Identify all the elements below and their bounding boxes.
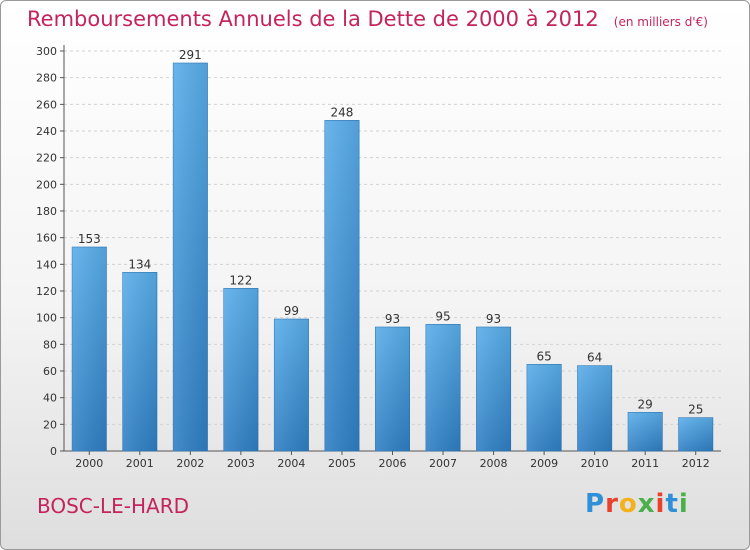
value-label-2012: 25 bbox=[688, 403, 703, 417]
y-tick-label: 120 bbox=[36, 285, 57, 298]
logo-letter: x bbox=[637, 489, 656, 519]
bar-shade-2000 bbox=[72, 247, 107, 451]
logo-letter: i bbox=[655, 489, 666, 519]
value-label-2002: 291 bbox=[179, 48, 202, 62]
value-label-2007: 95 bbox=[435, 309, 450, 323]
x-tick-label-2000: 2000 bbox=[75, 457, 103, 470]
y-tick-label: 20 bbox=[43, 418, 57, 431]
y-tick-label: 140 bbox=[36, 258, 57, 271]
bar-shade-2008 bbox=[476, 327, 511, 451]
y-tick-label: 200 bbox=[36, 178, 57, 191]
bar-shade-2011 bbox=[628, 412, 663, 451]
logo-letter: r bbox=[605, 489, 619, 519]
bar-shade-2012 bbox=[678, 417, 713, 451]
x-tick-label-2012: 2012 bbox=[682, 457, 710, 470]
value-label-2008: 93 bbox=[486, 312, 501, 326]
place-name: BOSC-LE-HARD bbox=[37, 494, 190, 518]
x-tick-label-2001: 2001 bbox=[126, 457, 154, 470]
logo-letter: i bbox=[678, 489, 689, 519]
label-layer: 153 2000 134 2001 291 2002 122 2003 99 2004 248 200… bbox=[75, 48, 709, 470]
value-label-2000: 153 bbox=[78, 232, 101, 246]
bar-shade-2001 bbox=[122, 272, 157, 451]
y-tick-label: 280 bbox=[36, 72, 57, 85]
logo-letter: t bbox=[665, 489, 679, 519]
y-tick-label: 40 bbox=[43, 392, 57, 405]
y-tick-label: 0 bbox=[50, 445, 57, 458]
value-label-2001: 134 bbox=[128, 257, 151, 271]
x-tick-label-2009: 2009 bbox=[530, 457, 558, 470]
value-label-2006: 93 bbox=[385, 312, 400, 326]
y-tick-label: 160 bbox=[36, 232, 57, 245]
value-label-2005: 248 bbox=[331, 105, 354, 119]
y-tick-label: 60 bbox=[43, 365, 57, 378]
value-label-2010: 64 bbox=[587, 351, 602, 365]
chart-subtitle: (en milliers d'€) bbox=[613, 15, 708, 29]
bar-shade-2009 bbox=[526, 364, 562, 451]
logo-letter: o bbox=[618, 489, 638, 519]
x-tick-label-2011: 2011 bbox=[631, 457, 659, 470]
x-tick-label-2006: 2006 bbox=[379, 457, 407, 470]
bar-layer bbox=[71, 62, 714, 452]
y-tick-label: 180 bbox=[36, 205, 57, 218]
y-tick-label: 240 bbox=[36, 125, 57, 138]
bar-shade-2006 bbox=[375, 327, 410, 451]
x-tick-label-2003: 2003 bbox=[227, 457, 255, 470]
value-label-2003: 122 bbox=[229, 273, 252, 287]
x-tick-label-2004: 2004 bbox=[277, 457, 305, 470]
x-tick-label-2005: 2005 bbox=[328, 457, 356, 470]
x-tick-label-2008: 2008 bbox=[480, 457, 508, 470]
bar-shade-2005 bbox=[324, 120, 360, 451]
y-tick-label: 100 bbox=[36, 312, 57, 325]
x-tick-label-2002: 2002 bbox=[176, 457, 204, 470]
bar-shade-2003 bbox=[223, 288, 259, 451]
y-tick-label: 80 bbox=[43, 338, 57, 351]
y-tick-label: 300 bbox=[36, 45, 57, 58]
value-label-2011: 29 bbox=[638, 397, 653, 411]
x-tick-label-2010: 2010 bbox=[581, 457, 609, 470]
bar-shade-2007 bbox=[425, 324, 461, 451]
bar-shade-2010 bbox=[577, 365, 612, 451]
bar-shade-2002 bbox=[173, 63, 208, 451]
bar-shade-2004 bbox=[274, 319, 309, 451]
y-tick-label: 220 bbox=[36, 152, 57, 165]
title-row: Remboursements Annuels de la Dette de 20… bbox=[27, 7, 708, 31]
value-label-2004: 99 bbox=[284, 304, 299, 318]
x-tick-label-2007: 2007 bbox=[429, 457, 457, 470]
y-tick-label: 260 bbox=[36, 98, 57, 111]
chart-title: Remboursements Annuels de la Dette de 20… bbox=[27, 7, 599, 31]
proxiti-logo: Proxiti bbox=[585, 489, 689, 519]
value-label-2009: 65 bbox=[536, 349, 551, 363]
logo-letter: P bbox=[585, 489, 606, 519]
